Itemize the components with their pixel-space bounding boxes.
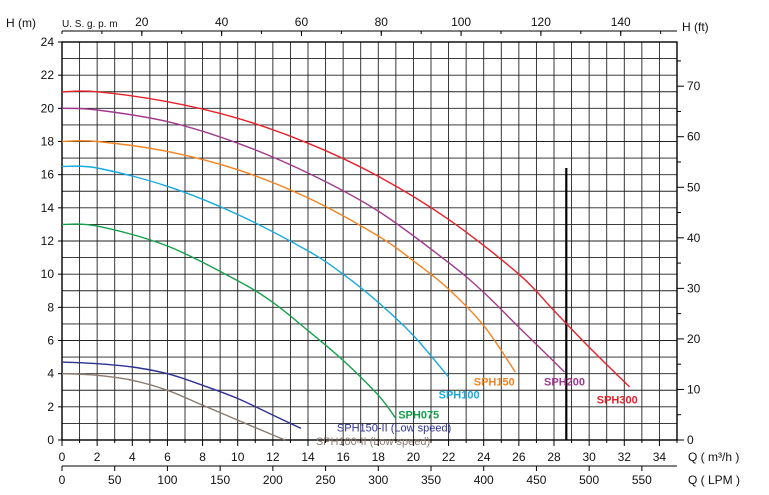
x-lpm-tick-label: 550 [632, 473, 652, 487]
x-lpm-tick-label: 300 [368, 473, 388, 487]
x-bottom-tick-label: 8 [199, 450, 206, 464]
x-bottom-tick-label: 10 [231, 450, 245, 464]
y-right-tick-label: 60 [687, 130, 701, 144]
series-line-sph075 [61, 223, 397, 419]
x-top-tick-label: 60 [295, 15, 309, 29]
y-left-tick-label: 0 [47, 433, 54, 447]
y-left-axis-label: H (m) [6, 16, 36, 30]
x-top-tick-label: 120 [531, 15, 551, 29]
x-bottom-tick-label: 2 [94, 450, 101, 464]
x-lpm-tick-label: 200 [263, 473, 283, 487]
series-line-sph100 [61, 165, 450, 378]
series-line-sph100-ii-low-speed [61, 373, 286, 441]
x-lpm-tick-label: 500 [579, 473, 599, 487]
series-line-sph150 [61, 140, 516, 373]
x-bottom-tick-label: 22 [442, 450, 456, 464]
x-top-tick-label: 20 [135, 15, 149, 29]
x-bottom-tick-label: 18 [372, 450, 386, 464]
y-right-tick-label: 50 [687, 180, 701, 194]
x-bottom-tick-label: 12 [266, 450, 280, 464]
x-bottom-tick-label: 34 [653, 450, 667, 464]
x-bottom-axis-label: Q ( m³/h ) [688, 450, 739, 464]
x-bottom-tick-label: 24 [477, 450, 491, 464]
y-left-tick-label: 12 [41, 234, 55, 248]
y-left-tick-label: 4 [47, 367, 54, 381]
y-left-tick-label: 24 [41, 35, 55, 49]
series-label: SPH200 [544, 376, 585, 388]
x-bottom-tick-label: 16 [336, 450, 350, 464]
y-left-tick-label: 20 [41, 101, 55, 115]
y-right-axis-label: H (ft) [682, 20, 709, 34]
x-bottom-tick-label: 4 [129, 450, 136, 464]
y-left-tick-label: 8 [47, 300, 54, 314]
y-right-tick-label: 70 [687, 79, 701, 93]
series-label: SPH100-II (Low speed) [316, 436, 430, 448]
y-right-tick-label: 10 [687, 382, 701, 396]
plot-frame [61, 30, 678, 467]
series-line-sph300 [61, 90, 631, 388]
x-top-tick-label: 40 [215, 15, 229, 29]
y-left-tick-label: 6 [47, 334, 54, 348]
x-bottom-tick-label: 28 [547, 450, 561, 464]
x-bottom-tick-label: 0 [59, 450, 66, 464]
x-top-tick-label: 140 [611, 15, 631, 29]
y-left-tick-label: 2 [47, 400, 54, 414]
x-top-tick-label: 80 [375, 15, 389, 29]
series-line-sph200 [61, 107, 565, 373]
x-top-axis-label: U. S. g. p. m [62, 19, 118, 30]
x-lpm-tick-label: 50 [108, 473, 122, 487]
series-label: SPH075 [398, 409, 439, 421]
y-right-tick-label: 20 [687, 332, 701, 346]
x-bottom-tick-label: 14 [301, 450, 315, 464]
x-bottom-tick-label: 26 [512, 450, 526, 464]
x-lpm-tick-label: 100 [157, 473, 177, 487]
x-bottom-tick-label: 20 [407, 450, 421, 464]
x-lpm-tick-label: 400 [474, 473, 494, 487]
x-lpm-tick-label: 150 [210, 473, 230, 487]
x-bottom-tick-label: 30 [582, 450, 596, 464]
x-lpm-tick-label: 0 [59, 473, 66, 487]
y-left-tick-label: 10 [41, 267, 55, 281]
y-right-tick-label: 30 [687, 281, 701, 295]
axis-labels: H (m) U. S. g. p. m H (ft) Q ( m³/h ) Q ( LP… [6, 16, 740, 487]
y-left-tick-label: 14 [41, 201, 55, 215]
x-lpm-tick-label: 350 [421, 473, 441, 487]
series-line-sph150-ii-low-speed [61, 361, 302, 430]
x-top-tick-label: 100 [451, 15, 471, 29]
x-bottom-tick-label: 6 [164, 450, 171, 464]
x-bottom-tick-label: 32 [618, 450, 632, 464]
x-lpm-axis-label: Q ( LPM ) [688, 473, 740, 487]
series-label: SPH150-II (Low speed) [337, 423, 451, 435]
y-right-tick-label: 0 [687, 433, 694, 447]
y-right-tick-label: 40 [687, 231, 701, 245]
series-label: SPH150 [474, 376, 515, 388]
y-left-tick-label: 18 [41, 135, 55, 149]
y-left-tick-label: 16 [41, 168, 55, 182]
y-left-tick-label: 22 [41, 68, 55, 82]
x-lpm-tick-label: 450 [526, 473, 546, 487]
series-label: SPH300 [597, 395, 638, 407]
series-label: SPH100 [439, 390, 480, 402]
x-lpm-tick-label: 250 [316, 473, 336, 487]
